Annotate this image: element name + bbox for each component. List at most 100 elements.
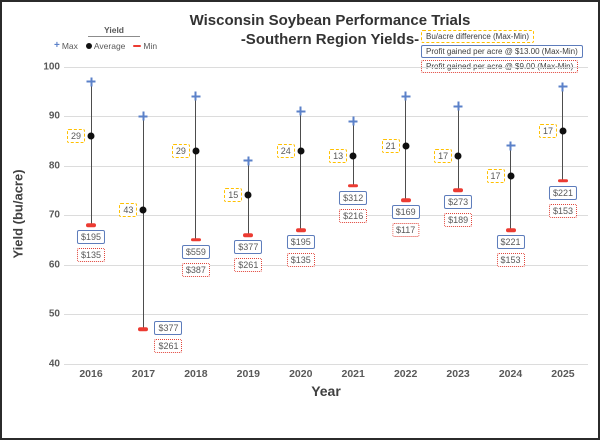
profit-13-label: $377 (154, 321, 183, 336)
legend-item-max: + Max (54, 40, 78, 52)
bu-acre-difference-label: 13 (329, 148, 348, 163)
profit-13-label: $221 (548, 185, 577, 200)
y-axis-tick-label: 60 (48, 259, 60, 271)
profit-9-label: $135 (76, 248, 106, 263)
y-axis-tick-label: 100 (43, 61, 60, 73)
min-marker (243, 233, 254, 237)
min-marker (557, 178, 568, 183)
max-marker (348, 116, 358, 126)
x-axis-title: Year (311, 383, 341, 399)
legend-average-label: Average (93, 41, 126, 51)
hi-lo-line (510, 145, 512, 231)
x-axis-tick-label: 2022 (393, 368, 418, 380)
average-marker (402, 142, 410, 150)
key-profit-9: Profit gained per acre @ $9.00 (Max-Min) (421, 60, 579, 73)
hi-lo-line (457, 106, 459, 191)
profit-9-label: $387 (181, 262, 210, 277)
dot-icon (85, 43, 92, 49)
min-marker (86, 223, 96, 227)
average-marker (87, 132, 95, 140)
max-marker (401, 91, 411, 101)
max-marker (243, 156, 253, 166)
bu-acre-difference-label: 29 (171, 143, 190, 158)
max-marker (138, 111, 148, 121)
legend-items: + Max Average Min (54, 40, 174, 52)
y-axis-tick-label: 80 (48, 160, 60, 172)
y-axis-tick-label: 90 (48, 110, 60, 122)
bu-acre-difference-label: 21 (381, 138, 400, 153)
min-marker (505, 228, 516, 232)
x-axis-tick-label: 2025 (551, 368, 575, 380)
average-marker (139, 206, 147, 214)
profit-9-label: $261 (154, 339, 183, 354)
profit-13-label: $195 (76, 230, 106, 245)
profit-13-label: $169 (391, 205, 420, 220)
bu-acre-difference-label: 17 (486, 168, 505, 183)
max-marker (506, 141, 516, 151)
profit-9-label: $153 (548, 203, 577, 218)
gridline (64, 215, 588, 217)
max-marker (453, 101, 463, 111)
bu-acre-difference-label: 17 (434, 148, 453, 163)
min-marker (190, 238, 201, 242)
profit-13-label: $312 (339, 190, 368, 205)
legend-max-label: Max (61, 41, 78, 51)
legend-min-label: Min (143, 41, 158, 51)
chart-subtitle: -Southern Region Yields- (240, 31, 420, 48)
x-axis-tick-label: 2024 (498, 368, 523, 380)
x-axis-tick-label: 2017 (131, 368, 156, 380)
chart-title: Wisconsin Soybean Performance Trials (189, 12, 471, 29)
max-marker (558, 82, 568, 91)
max-marker (296, 106, 306, 116)
legend-item-min: Min (133, 41, 157, 51)
hi-lo-line (90, 81, 92, 226)
plus-icon: + (54, 40, 60, 51)
y-axis-tick-label: 70 (48, 209, 60, 221)
hi-lo-line (195, 96, 197, 240)
marker-legend: Yield + Max Average Min (54, 25, 174, 51)
gridline (64, 66, 588, 68)
gridline (64, 314, 588, 316)
gridline (64, 264, 588, 266)
average-marker (349, 152, 357, 160)
profit-13-label: $377 (234, 240, 263, 254)
profit-9-label: $117 (391, 223, 420, 238)
bu-acre-difference-label: 17 (538, 124, 557, 139)
key-profit-13: Profit gained per acre @ $13.00 (Max-Min… (421, 45, 583, 58)
bu-acre-difference-label: 24 (276, 143, 295, 158)
max-marker (191, 91, 201, 101)
profit-9-label: $261 (234, 258, 263, 272)
min-marker (138, 327, 149, 331)
x-axis-tick-label: 2023 (446, 368, 470, 380)
profit-13-label: $273 (444, 195, 473, 210)
profit-13-label: $559 (181, 244, 210, 259)
min-marker (453, 188, 464, 193)
gridline (64, 363, 588, 365)
profit-9-label: $216 (339, 208, 368, 223)
bu-acre-difference-label: 15 (224, 188, 243, 203)
profit-9-label: $189 (444, 213, 473, 228)
profit-13-label: $221 (496, 235, 525, 250)
hi-lo-line (142, 116, 144, 330)
average-marker (297, 147, 305, 155)
x-axis-tick-label: 2021 (341, 368, 365, 380)
bu-acre-difference-label: 43 (119, 203, 138, 218)
y-axis-tick-label: 40 (48, 358, 60, 370)
x-axis-tick-label: 2020 (289, 368, 313, 380)
y-axis-title: Yield (bu/acre) (10, 169, 26, 259)
annotation-key-boxes: Bu/acre difference (Max-Min) Profit gain… (421, 30, 583, 73)
dash-icon (133, 44, 142, 48)
average-marker (192, 147, 200, 155)
x-axis-tick-label: 2018 (184, 368, 208, 380)
profit-9-label: $153 (496, 253, 525, 268)
average-marker (559, 127, 567, 135)
min-marker (400, 198, 411, 203)
average-marker (244, 191, 252, 199)
average-marker (454, 152, 462, 160)
profit-9-label: $135 (286, 253, 315, 268)
legend-title: Yield (88, 25, 140, 37)
average-marker (507, 172, 515, 180)
max-marker (86, 77, 96, 87)
min-marker (348, 183, 359, 188)
